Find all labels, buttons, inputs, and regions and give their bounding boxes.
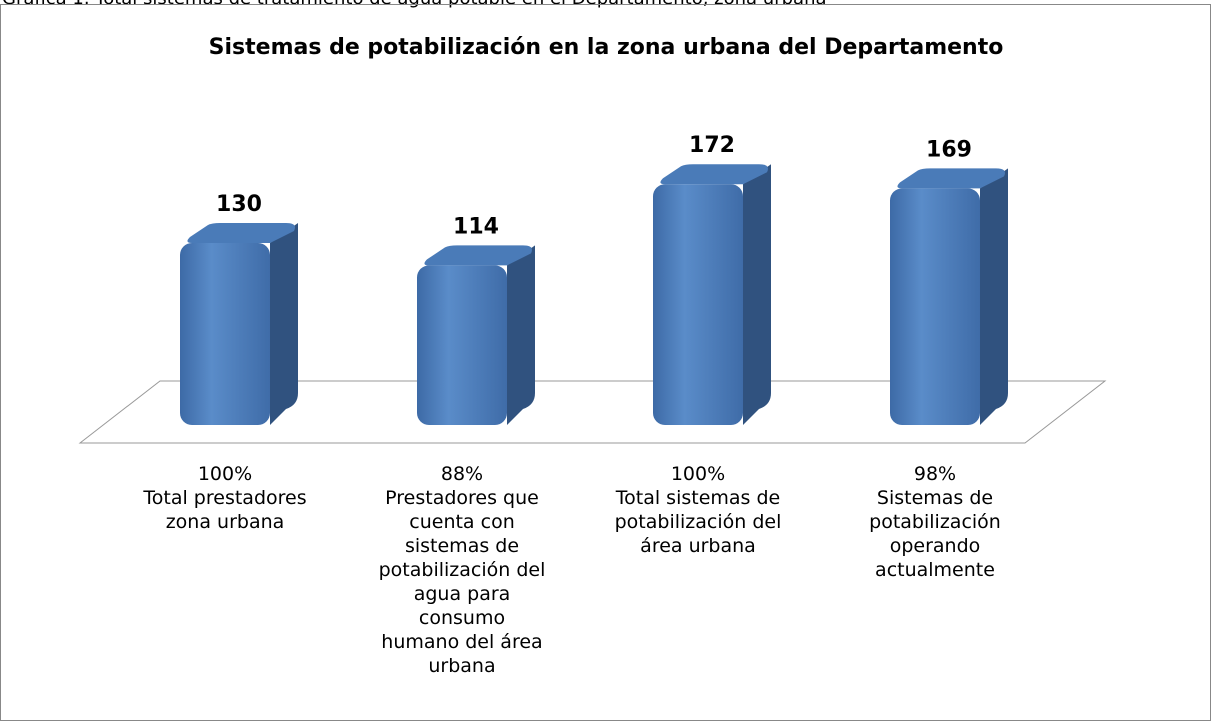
x-tick-label: 100% Total prestadores zona urbana [143,463,307,533]
value-label: 169 [926,137,972,162]
x-tick-label: 88% Prestadores que cuenta con sistemas … [378,463,546,677]
bar-side [980,168,1008,425]
x-tick-label: 100% Total sistemas de potabilización de… [614,463,782,557]
bar-side [507,245,535,425]
value-label: 130 [216,192,262,217]
bar-front [653,184,743,425]
bar-top [187,223,295,243]
bar-top [897,168,1005,189]
bar [890,168,1008,425]
chart-title: Sistemas de potabilización en la zona ur… [209,35,1004,60]
bar-top [424,245,532,266]
bar [180,223,298,425]
value-label: 172 [689,133,735,158]
bar-front [890,188,980,425]
bar-front [180,243,270,425]
x-tick-label: 98% Sistemas de potabilización operando … [869,463,1001,581]
bar [417,245,535,425]
bar [653,164,771,425]
bar-front [417,265,507,425]
bar-top [660,164,768,185]
bar-side [270,223,298,425]
floor [78,380,1107,444]
value-label: 114 [453,214,499,239]
bar-side [743,164,771,425]
